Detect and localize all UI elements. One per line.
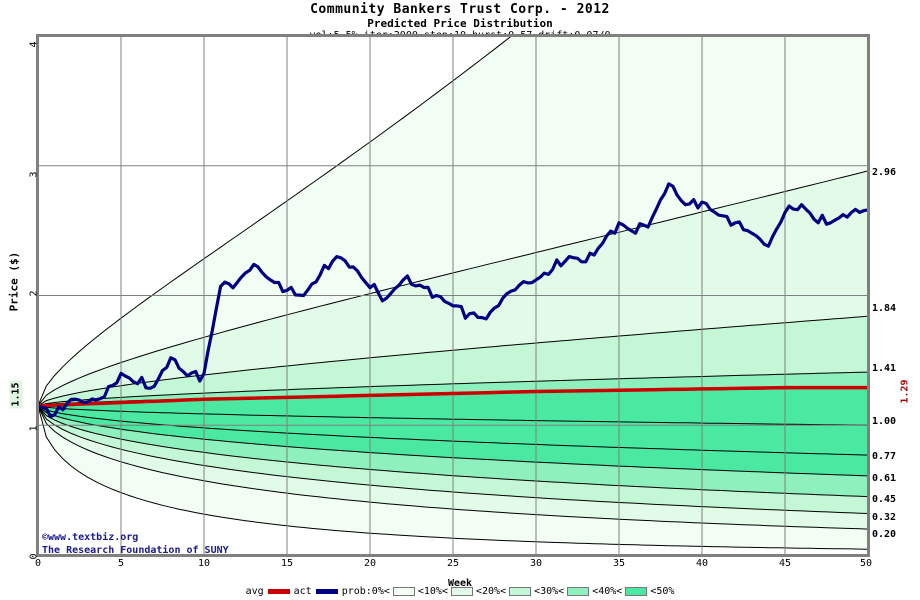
distribution-fan-chart — [38, 36, 868, 555]
plot-area — [38, 36, 868, 555]
y-tick-3: 3 — [28, 171, 40, 178]
legend-20-label: <20%< — [475, 586, 507, 597]
chart-legend: avg act prob:0%< <10%< <20%< <30%< <40%<… — [0, 586, 920, 597]
right-label-avg-1-29: 1.29 — [899, 379, 911, 404]
right-label-0-32: 0.32 — [872, 512, 897, 523]
x-tick-40: 40 — [695, 558, 709, 569]
legend-act-swatch — [315, 589, 338, 594]
right-label-1-00: 1.00 — [872, 416, 897, 427]
right-label-1-84: 1.84 — [872, 303, 897, 314]
credit-foundation: The Research Foundation of SUNY — [42, 545, 229, 556]
x-tick-20: 20 — [363, 558, 377, 569]
legend-swatch-50 — [625, 587, 648, 596]
legend-prob-label: prob:0%< — [341, 586, 390, 597]
legend-50-label: <50% — [650, 586, 675, 597]
legend-swatch-10 — [392, 587, 415, 596]
chart-title: Community Bankers Trust Corp. - 2012 — [310, 2, 610, 17]
legend-swatch-40 — [567, 587, 590, 596]
x-tick-25: 25 — [446, 558, 460, 569]
left-start-price-label: 1.15 — [9, 380, 23, 409]
right-label-0-20: 0.20 — [872, 529, 897, 540]
x-axis-label: Week — [447, 578, 473, 589]
right-label-0-77: 0.77 — [872, 451, 897, 462]
legend-act-label: act — [293, 586, 312, 597]
x-tick-15: 15 — [280, 558, 294, 569]
legend-swatch-30 — [509, 587, 532, 596]
legend-40-label: <40%< — [592, 586, 623, 597]
right-label-2-96: 2.96 — [872, 167, 897, 178]
x-tick-45: 45 — [778, 558, 792, 569]
legend-30-label: <30%< — [534, 586, 565, 597]
credit-website: ©www.textbiz.org — [42, 532, 139, 543]
legend-avg-swatch — [267, 589, 290, 594]
x-tick-30: 30 — [529, 558, 543, 569]
right-label-0-45: 0.45 — [872, 494, 897, 505]
y-axis-label: Price ($) — [7, 251, 21, 312]
y-tick-1: 1 — [28, 425, 40, 432]
legend-swatch-20 — [450, 587, 473, 596]
right-label-1-41: 1.41 — [872, 363, 897, 374]
y-tick-2: 2 — [28, 290, 40, 297]
x-tick-35: 35 — [612, 558, 626, 569]
x-tick-50: 50 — [859, 558, 873, 569]
y-tick-4: 4 — [28, 41, 40, 48]
x-tick-5: 5 — [117, 558, 125, 569]
legend-10-label: <10%< — [417, 586, 448, 597]
chart-subtitle: Predicted Price Distribution — [367, 17, 553, 30]
legend-avg-label: avg — [245, 586, 264, 597]
x-tick-10: 10 — [197, 558, 211, 569]
x-tick-0: 0 — [34, 558, 42, 569]
right-label-0-61: 0.61 — [872, 473, 897, 484]
